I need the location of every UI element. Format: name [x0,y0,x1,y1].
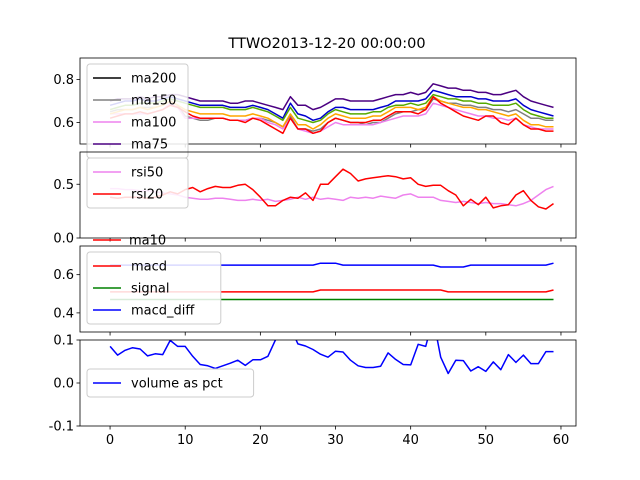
axes-frame-ma [79,57,577,145]
x-tick-label: 40 [402,433,419,448]
legend-label: rsi20 [131,188,163,203]
legend-label: ma75 [131,138,168,153]
legend-label: ma100 [131,116,176,131]
y-tick-label: 0.8 [53,73,74,88]
x-tick-label: 0 [106,433,114,448]
legend-label: ma150 [131,94,176,109]
legend-rsi: rsi50 rsi20 [86,157,189,209]
legend-volume: volume as pct [86,368,255,398]
legend-label: ma10 [129,234,166,249]
x-tick-label: 30 [327,433,344,448]
x-tick-label: 10 [177,433,194,448]
axes-frame-rsi [79,151,577,239]
legend-label: macd_diff [131,304,195,319]
legend-box [86,251,222,325]
y-tick-label: 0.0 [53,232,74,247]
x-tick-label: 50 [478,433,495,448]
x-tick-label: 20 [252,433,269,448]
legend-box [86,368,255,398]
legend-label: signal [131,282,169,297]
x-tick-label: 60 [553,433,570,448]
legend-box [86,157,189,209]
y-tick-label: 0.0 [53,377,74,392]
legend-label: volume as pct [131,377,223,392]
y-tick-label: 0.6 [53,268,74,283]
panel-volume: -0.1 0.0 0.1 0 10 20 30 40 50 60 [49,334,577,448]
y-tick-label: 0.5 [53,178,74,193]
y-tick-label: 0.1 [53,334,74,349]
legend-label: ma200 [131,72,176,87]
panel-volume-series [109,340,554,375]
legend-macd: ma10 macd signal macd_diff [86,234,222,325]
y-tick-label: 0.4 [53,306,74,321]
legend-ma: ma200 ma150 ma100 ma75 [86,63,189,159]
y-tick-label: 0.6 [53,116,74,131]
legend-label: macd [131,260,167,275]
chart-title: TTWO2013-12-20 00:00:00 [227,36,425,52]
series-line-volume-as-pct [109,340,554,375]
axes-frame-macd [79,245,577,333]
legend-label: rsi50 [131,166,163,181]
y-tick-label: -0.1 [49,420,74,435]
